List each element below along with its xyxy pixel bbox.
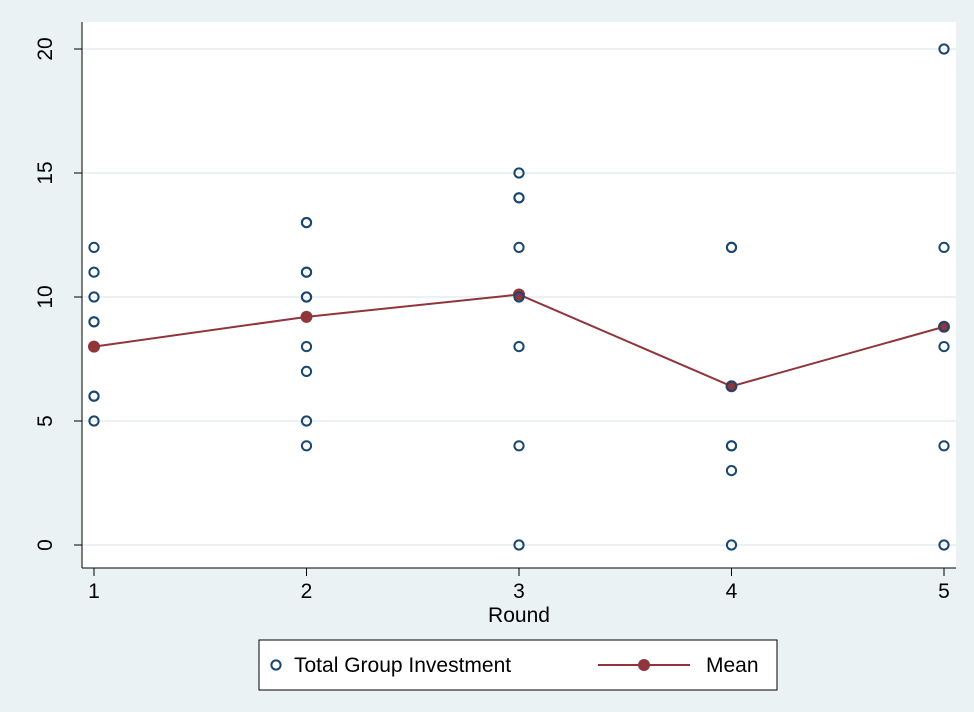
scatter-point — [88, 415, 100, 427]
legend-box — [258, 639, 778, 691]
y-tick-label: 10 — [34, 285, 57, 308]
scatter-point — [300, 266, 313, 278]
mean-point — [88, 340, 100, 353]
x-tick-label: 1 — [88, 580, 100, 603]
scatter-point — [300, 415, 313, 427]
scatter-point — [300, 365, 313, 377]
legend-label-total-group-investment: Total Group Investment — [294, 654, 511, 677]
x-axis-title: Round — [488, 604, 550, 627]
scatter-point — [938, 321, 950, 333]
scatter-point — [300, 217, 313, 229]
scatter-point — [513, 192, 525, 204]
y-tick-label: 0 — [34, 539, 57, 551]
scatter-series — [88, 43, 950, 551]
scatter-point — [300, 341, 313, 353]
axes: 0 5 10 15 20 1 2 3 4 5 — [34, 22, 956, 603]
mean-point — [300, 310, 313, 323]
scatter-point — [88, 291, 100, 303]
scatter-point — [513, 241, 525, 253]
y-tick-label: 20 — [34, 37, 57, 60]
scatter-point — [938, 440, 950, 452]
x-tick-label: 4 — [726, 580, 738, 603]
scatter-point — [725, 241, 738, 253]
scatter-point — [938, 341, 950, 353]
scatter-point — [513, 539, 525, 551]
mean-point — [513, 288, 525, 301]
scatter-point — [88, 241, 100, 253]
scatter-point — [300, 291, 313, 303]
y-tick-label: 15 — [34, 161, 57, 184]
scatter-point — [513, 341, 525, 353]
x-tick-label: 3 — [513, 580, 525, 603]
scatter-point — [88, 390, 100, 402]
scatter-point — [938, 43, 950, 55]
scatter-point — [725, 380, 738, 392]
scatter-point — [88, 266, 100, 278]
scatter-point — [88, 316, 100, 328]
scatter-point — [725, 440, 738, 452]
scatter-point — [938, 241, 950, 253]
scatter-point — [513, 291, 525, 303]
legend-label-mean: Mean — [706, 654, 759, 677]
scatter-point — [725, 465, 738, 477]
x-tick-label: 2 — [301, 580, 313, 603]
y-tick-label: 5 — [34, 415, 57, 427]
scatter-point — [725, 539, 738, 551]
legend-scatter-marker — [270, 659, 282, 671]
x-tick-label: 5 — [938, 580, 950, 603]
legend: Total Group Investment Mean — [258, 639, 778, 691]
scatter-point — [300, 440, 313, 452]
scatter-point — [513, 167, 525, 179]
scatter-point — [938, 539, 950, 551]
scatter-point — [513, 440, 525, 452]
legend-mean-marker — [638, 659, 650, 671]
